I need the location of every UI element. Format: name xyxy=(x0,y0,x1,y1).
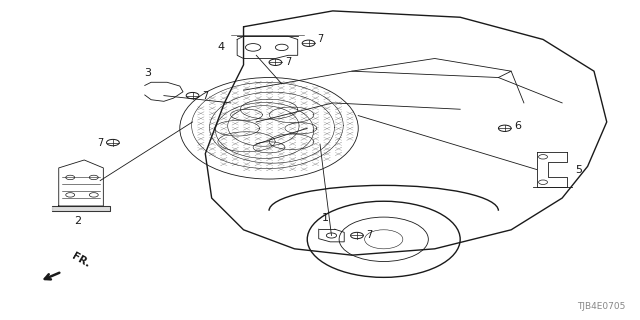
Text: 7: 7 xyxy=(202,91,209,100)
Text: 7: 7 xyxy=(317,35,323,44)
Text: 1: 1 xyxy=(321,213,328,223)
Text: FR.: FR. xyxy=(70,251,92,269)
Text: 5: 5 xyxy=(575,164,582,174)
Text: 6: 6 xyxy=(515,121,522,131)
Text: 7: 7 xyxy=(367,230,372,241)
Text: 4: 4 xyxy=(218,42,225,52)
Polygon shape xyxy=(52,206,109,211)
Text: TJB4E0705: TJB4E0705 xyxy=(577,302,626,311)
Text: 2: 2 xyxy=(74,215,81,226)
Text: 7: 7 xyxy=(97,138,103,148)
Text: 7: 7 xyxy=(285,57,291,67)
Text: 3: 3 xyxy=(145,68,152,77)
